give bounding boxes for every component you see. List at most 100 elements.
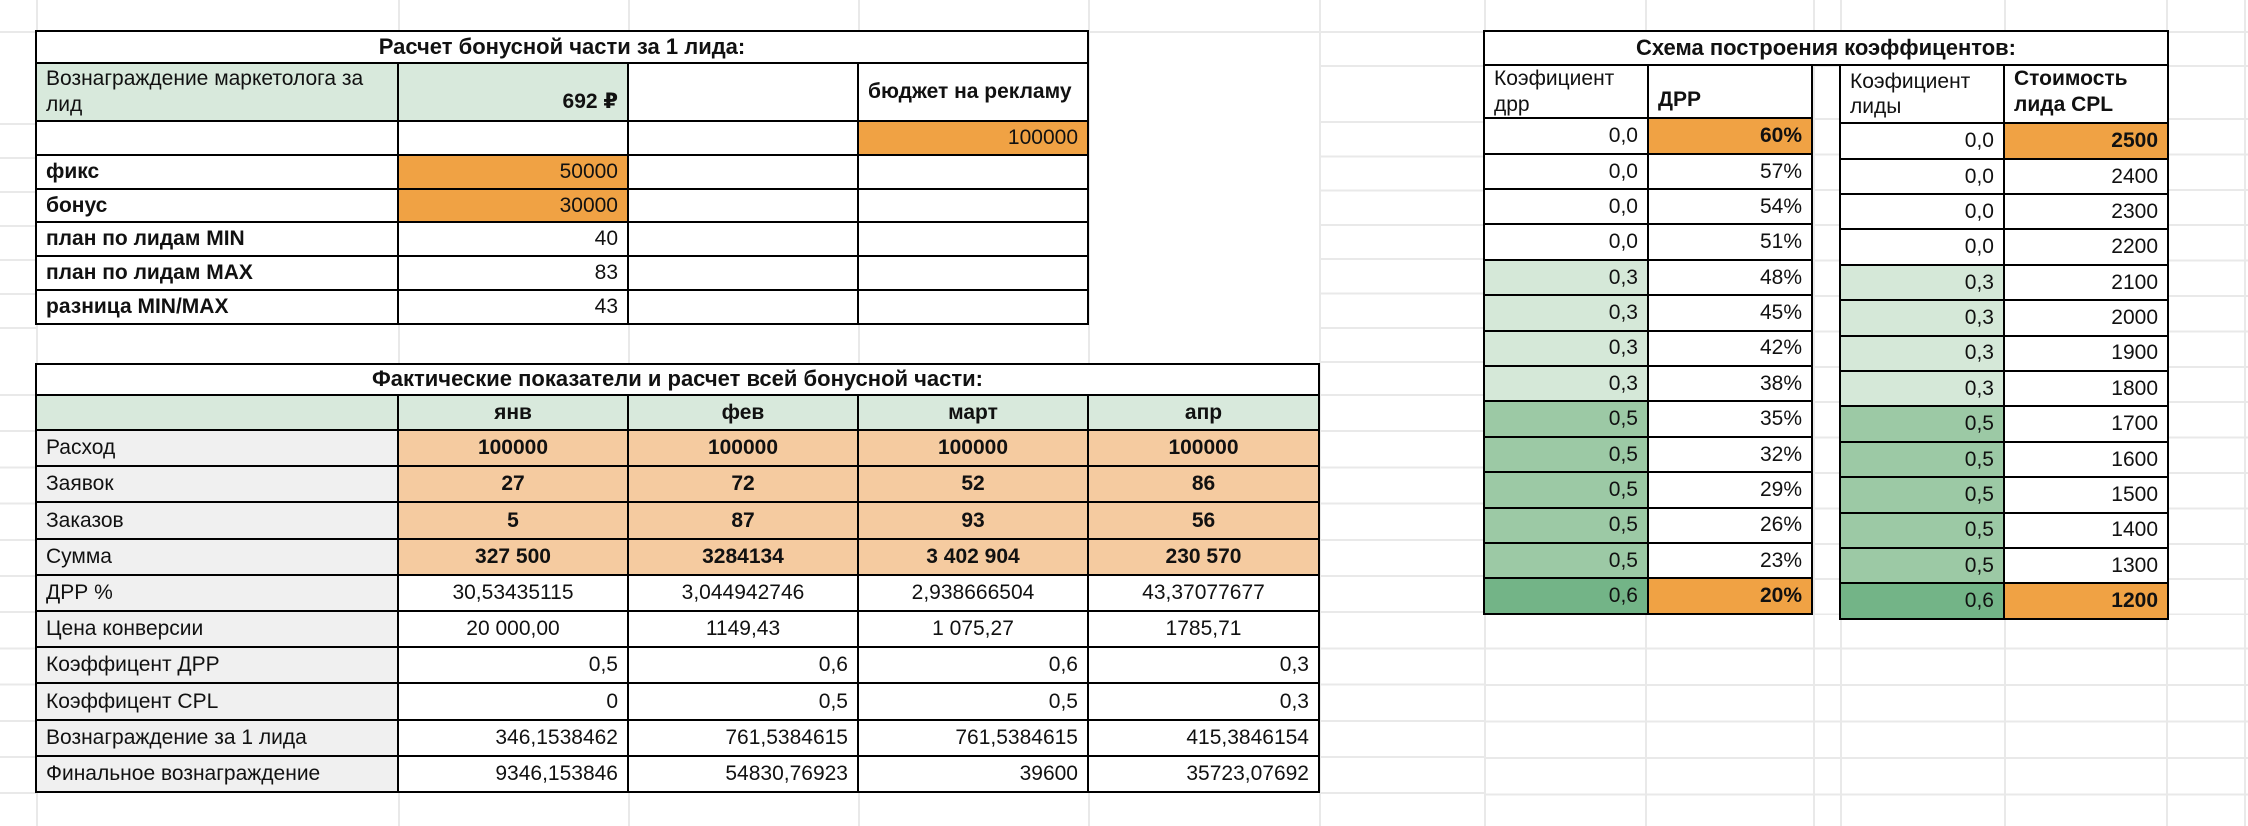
- cell[interactable]: [857, 288, 1089, 325]
- cell[interactable]: 0,0: [1483, 223, 1649, 261]
- cell[interactable]: 20%: [1647, 577, 1813, 615]
- cell[interactable]: 57%: [1647, 152, 1813, 191]
- cell[interactable]: Сумма: [35, 537, 399, 576]
- cell[interactable]: 100000: [1087, 428, 1320, 468]
- cell[interactable]: 0,6: [1483, 577, 1649, 615]
- cell[interactable]: Коэффицент CPL: [35, 682, 399, 721]
- cell[interactable]: 1800: [2003, 369, 2169, 408]
- cell[interactable]: [627, 187, 859, 224]
- cell[interactable]: [857, 255, 1089, 291]
- cell[interactable]: 0,0: [1839, 192, 2005, 231]
- cell[interactable]: 54%: [1647, 187, 1813, 226]
- cell[interactable]: 0,5: [1483, 541, 1649, 580]
- cell[interactable]: 2000: [2003, 299, 2169, 337]
- cell[interactable]: 60%: [1647, 117, 1813, 155]
- cell[interactable]: Коэфициент лиды: [1839, 63, 2005, 125]
- cell[interactable]: апр: [1087, 394, 1320, 431]
- cell[interactable]: 2500: [2003, 122, 2169, 160]
- cell[interactable]: 2,938666504: [857, 573, 1089, 612]
- cell[interactable]: 5: [397, 501, 629, 540]
- cell[interactable]: 0,0: [1483, 117, 1649, 155]
- cell[interactable]: 72: [627, 465, 859, 504]
- cell[interactable]: 0,3: [1483, 329, 1649, 367]
- cell[interactable]: 2100: [2003, 263, 2169, 302]
- cell[interactable]: 26%: [1647, 506, 1813, 544]
- cell[interactable]: 51%: [1647, 223, 1813, 261]
- cell[interactable]: 1300: [2003, 546, 2169, 585]
- cell[interactable]: 1600: [2003, 440, 2169, 479]
- cell[interactable]: 0,0: [1483, 152, 1649, 191]
- cell[interactable]: 0,5: [1839, 476, 2005, 514]
- cell[interactable]: 87: [627, 501, 859, 540]
- cell[interactable]: 35%: [1647, 400, 1813, 438]
- cell[interactable]: 30000: [397, 187, 629, 224]
- cell[interactable]: 0,0: [1839, 122, 2005, 160]
- actual-indicators-title[interactable]: Фактические показатели и расчет всей бон…: [35, 363, 1320, 396]
- cell[interactable]: Расход: [35, 428, 399, 468]
- cell[interactable]: [35, 394, 399, 431]
- cell[interactable]: 0: [397, 682, 629, 721]
- cell[interactable]: [35, 120, 399, 156]
- cell[interactable]: 0,5: [1839, 511, 2005, 549]
- cell[interactable]: 35723,07692: [1087, 754, 1320, 793]
- cell[interactable]: 761,5384615: [627, 718, 859, 757]
- cell[interactable]: 38%: [1647, 364, 1813, 403]
- cell[interactable]: 0,3: [1483, 258, 1649, 297]
- cell[interactable]: 93: [857, 501, 1089, 540]
- cell[interactable]: план по лидам MIN: [35, 221, 399, 258]
- cell[interactable]: 100000: [627, 428, 859, 468]
- cell[interactable]: 40: [397, 221, 629, 258]
- cell[interactable]: 100000: [857, 120, 1089, 156]
- cell[interactable]: март: [857, 394, 1089, 431]
- cell[interactable]: 48%: [1647, 258, 1813, 297]
- cell[interactable]: 1400: [2003, 511, 2169, 549]
- cell[interactable]: [627, 221, 859, 258]
- cell[interactable]: 1149,43: [627, 609, 859, 649]
- cell[interactable]: 43,37077677: [1087, 573, 1320, 612]
- cell[interactable]: 2200: [2003, 228, 2169, 266]
- cell[interactable]: 0,5: [627, 682, 859, 721]
- cell[interactable]: 1500: [2003, 476, 2169, 514]
- cell[interactable]: 1 075,27: [857, 609, 1089, 649]
- cell[interactable]: 29%: [1647, 471, 1813, 509]
- cell[interactable]: 100000: [857, 428, 1089, 468]
- cell[interactable]: 0,3: [1839, 369, 2005, 408]
- cell[interactable]: 0,3: [1483, 364, 1649, 403]
- cell[interactable]: ДРР %: [35, 573, 399, 612]
- cell[interactable]: [857, 187, 1089, 224]
- cell[interactable]: 50000: [397, 153, 629, 190]
- cell[interactable]: 1785,71: [1087, 609, 1320, 649]
- cell[interactable]: 0,3: [1839, 263, 2005, 302]
- cell[interactable]: 42%: [1647, 329, 1813, 367]
- cell[interactable]: 0,5: [397, 646, 629, 685]
- cell[interactable]: 20 000,00: [397, 609, 629, 649]
- cell[interactable]: 0,6: [627, 646, 859, 685]
- cell[interactable]: 327 500: [397, 537, 629, 576]
- cell[interactable]: 2400: [2003, 157, 2169, 196]
- cell[interactable]: Стоимость лида CPL: [2003, 63, 2169, 125]
- cell[interactable]: 9346,153846: [397, 754, 629, 793]
- bonus-per-lead-title[interactable]: Расчет бонусной части за 1 лида:: [35, 30, 1089, 64]
- cell[interactable]: 56: [1087, 501, 1320, 540]
- cell[interactable]: [627, 255, 859, 291]
- cell[interactable]: 0,3: [1087, 646, 1320, 685]
- cell[interactable]: [397, 120, 629, 156]
- cell[interactable]: 415,3846154: [1087, 718, 1320, 757]
- cell[interactable]: разница MIN/MAX: [35, 288, 399, 325]
- cell[interactable]: [857, 221, 1089, 258]
- cell[interactable]: 0,5: [1483, 471, 1649, 509]
- cell[interactable]: 1700: [2003, 405, 2169, 443]
- cell[interactable]: 27: [397, 465, 629, 504]
- cell[interactable]: 23%: [1647, 541, 1813, 580]
- cell[interactable]: 230 570: [1087, 537, 1320, 576]
- cell[interactable]: [627, 120, 859, 156]
- cell[interactable]: 0,0: [1839, 157, 2005, 196]
- cell[interactable]: Коэфициент дрр: [1483, 63, 1649, 120]
- cell[interactable]: 86: [1087, 465, 1320, 504]
- cell[interactable]: ДРР: [1647, 63, 1813, 120]
- cell[interactable]: янв: [397, 394, 629, 431]
- cell[interactable]: 0,3: [1483, 294, 1649, 332]
- cell[interactable]: 0,3: [1087, 682, 1320, 721]
- cell[interactable]: 0,5: [1483, 506, 1649, 544]
- cell[interactable]: 0,3: [1839, 299, 2005, 337]
